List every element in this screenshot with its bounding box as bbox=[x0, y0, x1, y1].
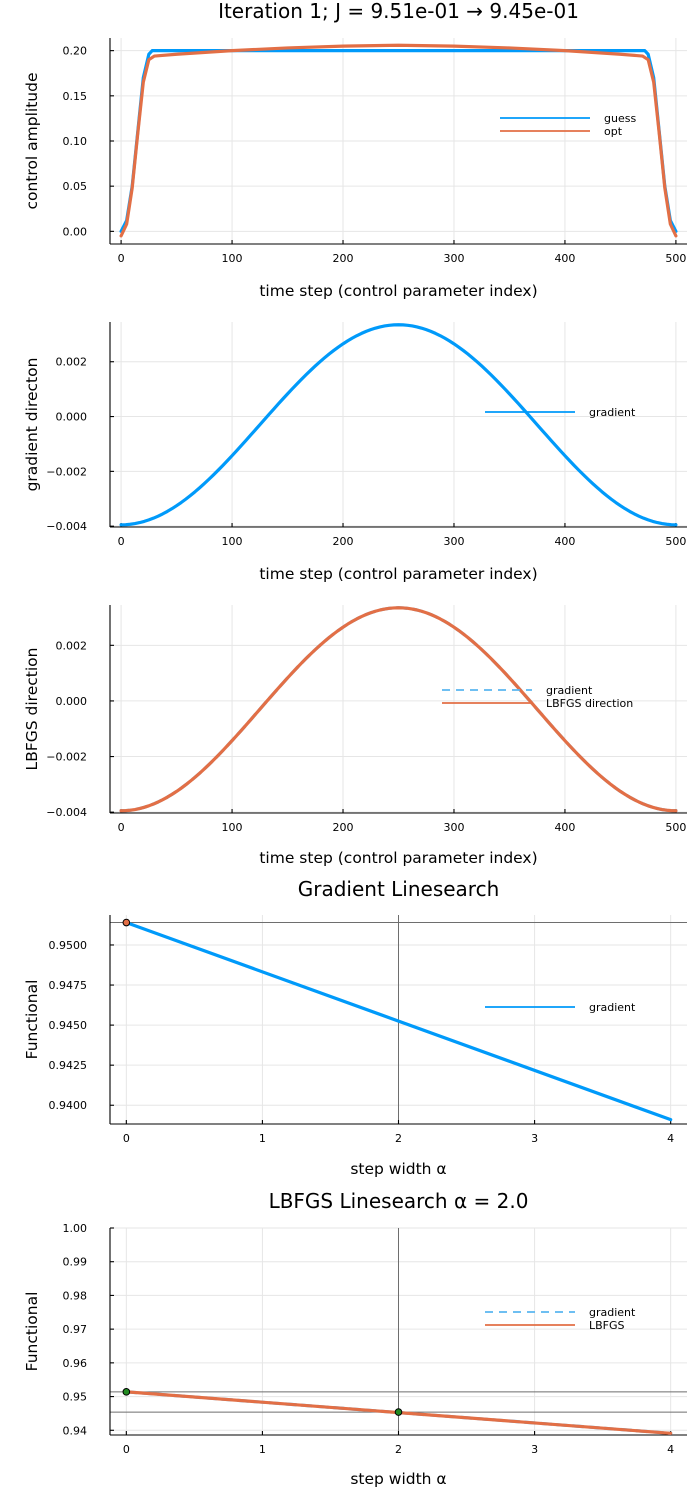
subplot-3: 0 100 200 300 400 500 −0.004 −0.002 0.000 0.002 gr… bbox=[23, 605, 687, 867]
legend-label: gradient bbox=[589, 406, 636, 419]
y-axis-label: LBFGS direction bbox=[23, 648, 41, 771]
x-tick-label: 500 bbox=[665, 821, 686, 834]
subplot-title: Iteration 1; J = 9.51e-01 → 9.45e-01 bbox=[218, 0, 579, 23]
x-axis-label: time step (control parameter index) bbox=[259, 565, 537, 583]
y-tick-label: 0.97 bbox=[63, 1323, 88, 1336]
x-tick-label: 1 bbox=[259, 1443, 266, 1456]
y-tick-label: 0.000 bbox=[56, 695, 88, 708]
y-tick-label: 0.94 bbox=[63, 1424, 88, 1437]
x-tick-label: 0 bbox=[123, 1443, 130, 1456]
x-tick-label: 2 bbox=[395, 1132, 402, 1145]
legend-label: guess bbox=[604, 112, 636, 125]
x-tick-label: 1 bbox=[259, 1132, 266, 1145]
x-tick-label: 400 bbox=[554, 535, 575, 548]
data-point bbox=[122, 918, 131, 927]
data-point bbox=[394, 1408, 403, 1416]
y-tick-label: 0.9400 bbox=[49, 1099, 88, 1112]
subplot-4: 0 1 2 3 4 0.9400 0.9425 0.9450 0.9475 0.9500 gradi… bbox=[23, 877, 687, 1178]
y-tick-label: 0.10 bbox=[63, 135, 88, 148]
x-axis-label: step width α bbox=[350, 1160, 446, 1178]
series-line-1 bbox=[124, 920, 673, 1122]
y-tick-label: −0.004 bbox=[46, 520, 87, 533]
legend-label: LBFGS direction bbox=[546, 697, 633, 710]
y-tick-label: −0.004 bbox=[46, 806, 87, 819]
x-tick-label: 300 bbox=[443, 821, 464, 834]
y-axis-label: Functional bbox=[23, 1292, 41, 1372]
legend-label: gradient bbox=[589, 1001, 636, 1014]
subplot-2: 0 100 200 300 400 500 −0.004 −0.002 0.000 0.002 gr… bbox=[23, 322, 687, 583]
y-axis-label: gradient directon bbox=[23, 358, 41, 492]
y-tick-label: −0.002 bbox=[46, 465, 87, 478]
legend-label: gradient bbox=[589, 1306, 636, 1319]
y-tick-label: 0.000 bbox=[56, 411, 88, 424]
y-tick-label: 1.00 bbox=[63, 1222, 88, 1235]
y-tick-label: 0.20 bbox=[63, 45, 88, 58]
y-axis-label: Functional bbox=[23, 980, 41, 1060]
x-tick-label: 2 bbox=[395, 1443, 402, 1456]
y-tick-label: 0.98 bbox=[63, 1289, 88, 1302]
x-tick-label: 0 bbox=[118, 535, 125, 548]
x-tick-label: 300 bbox=[443, 252, 464, 265]
y-tick-label: 0.002 bbox=[56, 639, 88, 652]
legend-label: opt bbox=[604, 125, 623, 138]
data-point bbox=[122, 1388, 131, 1396]
x-tick-label: 400 bbox=[554, 252, 575, 265]
y-tick-label: 0.9425 bbox=[49, 1059, 88, 1072]
subplot-title: LBFGS Linesearch α = 2.0 bbox=[269, 1189, 529, 1213]
series-line-2 bbox=[119, 606, 678, 813]
x-axis-label: time step (control parameter index) bbox=[259, 282, 537, 300]
legend-label: LBFGS bbox=[589, 1319, 625, 1332]
y-tick-label: 0.96 bbox=[63, 1357, 88, 1370]
x-axis-label: step width α bbox=[350, 1470, 446, 1488]
y-tick-label: 0.9450 bbox=[49, 1019, 88, 1032]
y-tick-label: 0.99 bbox=[63, 1256, 88, 1269]
subplot-title: Gradient Linesearch bbox=[298, 877, 500, 901]
x-tick-label: 200 bbox=[333, 252, 354, 265]
x-tick-label: 0 bbox=[123, 1132, 130, 1145]
x-tick-label: 0 bbox=[118, 821, 125, 834]
x-tick-label: 500 bbox=[665, 535, 686, 548]
x-tick-label: 3 bbox=[531, 1132, 538, 1145]
x-tick-label: 100 bbox=[222, 252, 243, 265]
x-tick-label: 4 bbox=[667, 1132, 674, 1145]
x-tick-label: 100 bbox=[222, 821, 243, 834]
series-line-1 bbox=[119, 323, 678, 527]
legend-label: gradient bbox=[546, 684, 593, 697]
x-tick-label: 500 bbox=[665, 252, 686, 265]
subplot-5: 0 1 2 3 4 0.94 0.95 0.96 0.97 0.98 0.99 1.00 gradien… bbox=[23, 1189, 687, 1488]
x-tick-label: 0 bbox=[118, 252, 125, 265]
y-tick-label: 0.002 bbox=[56, 356, 88, 369]
y-tick-label: 0.05 bbox=[63, 180, 88, 193]
x-tick-label: 200 bbox=[333, 821, 354, 834]
y-tick-label: 0.9475 bbox=[49, 979, 88, 992]
x-tick-label: 4 bbox=[667, 1443, 674, 1456]
series-line-2 bbox=[119, 43, 678, 238]
x-tick-label: 400 bbox=[554, 821, 575, 834]
y-tick-label: 0.95 bbox=[63, 1391, 88, 1404]
x-tick-label: 200 bbox=[333, 535, 354, 548]
x-tick-label: 300 bbox=[443, 535, 464, 548]
x-tick-label: 3 bbox=[531, 1443, 538, 1456]
subplot-1: 0 100 200 300 400 500 0.00 0.05 0.10 0.15 0.20 gues… bbox=[23, 0, 687, 300]
y-tick-label: 0.00 bbox=[63, 225, 88, 238]
y-tick-label: 0.15 bbox=[63, 90, 88, 103]
y-tick-label: −0.002 bbox=[46, 751, 87, 764]
y-axis-label: control amplitude bbox=[23, 73, 41, 210]
x-tick-label: 100 bbox=[222, 535, 243, 548]
x-axis-label: time step (control parameter index) bbox=[259, 849, 537, 867]
y-tick-label: 0.9500 bbox=[49, 939, 88, 952]
